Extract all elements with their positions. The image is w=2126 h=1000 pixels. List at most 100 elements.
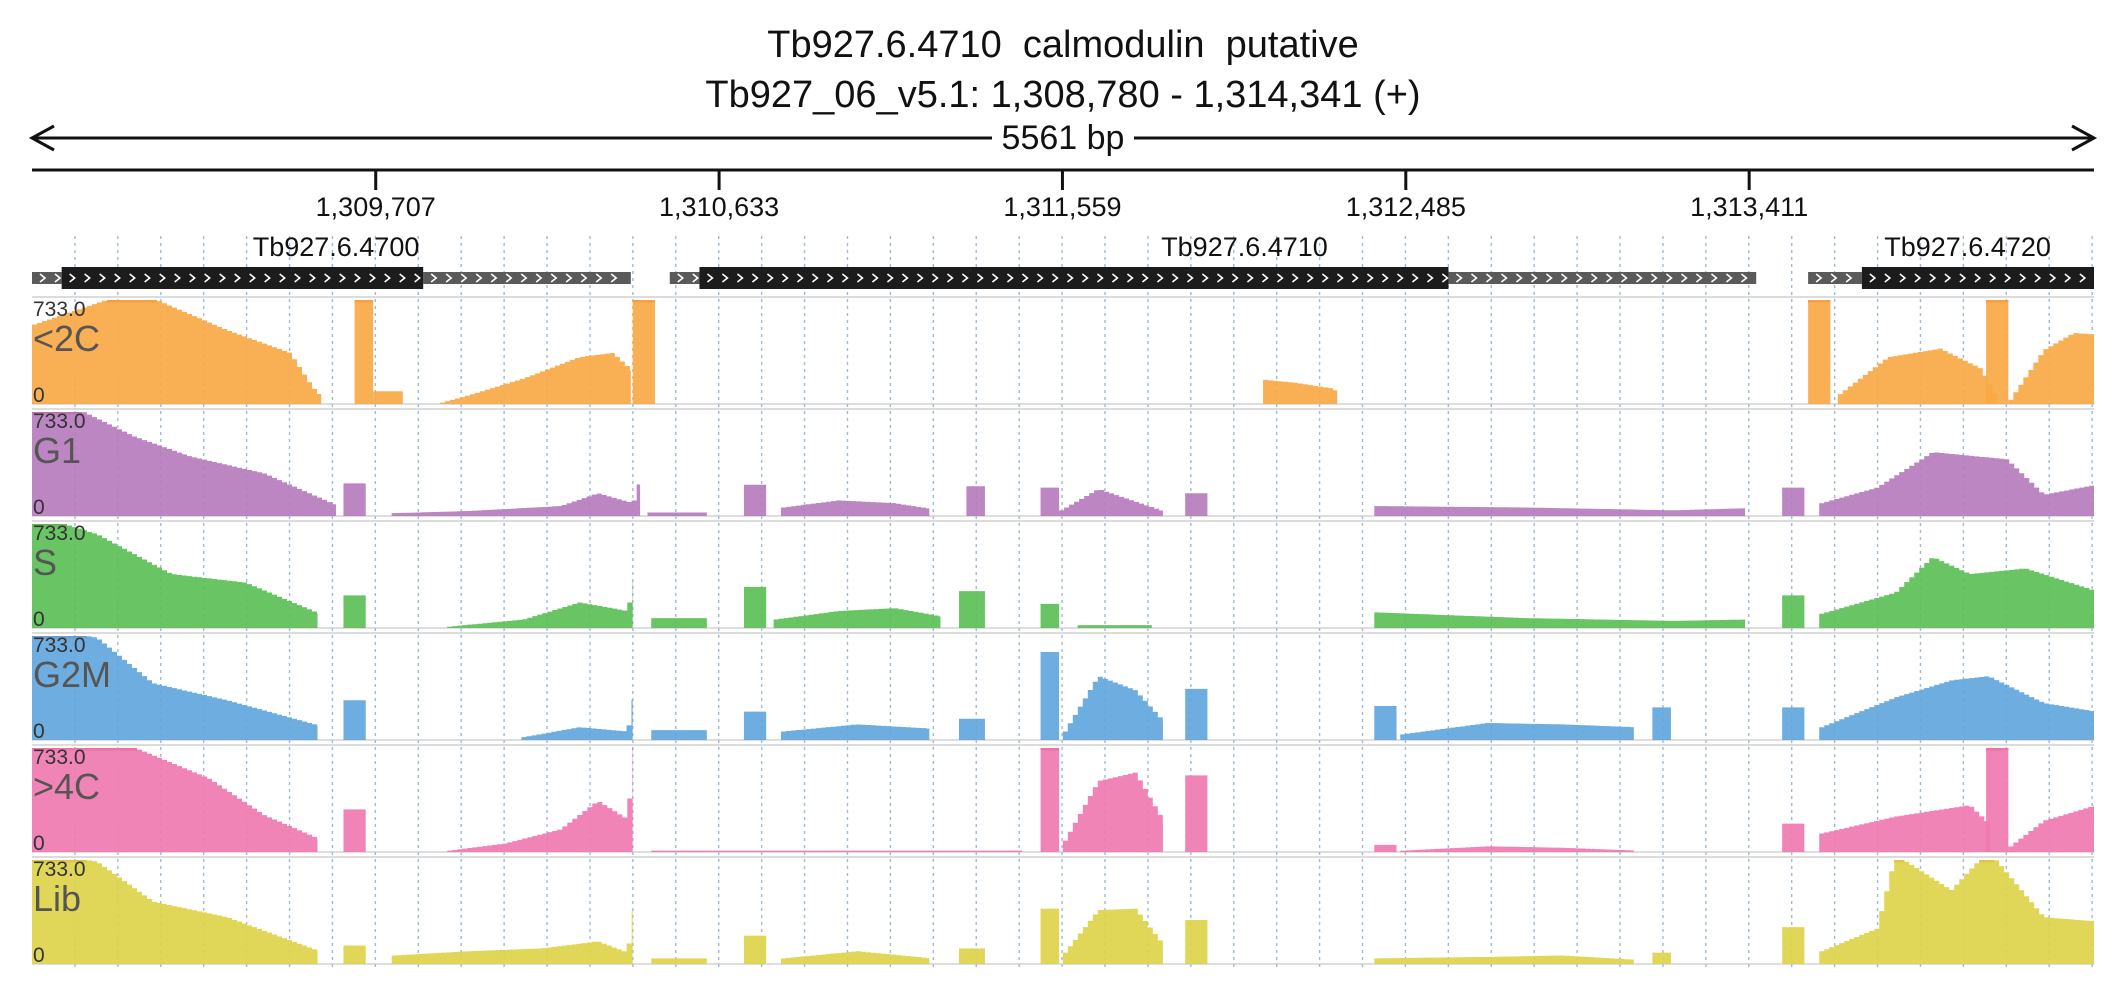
strand-chevron-icon — [1261, 273, 1269, 283]
coverage-area — [651, 958, 707, 964]
span-arrow-left-icon — [28, 124, 55, 152]
strand-chevron-icon — [1351, 273, 1359, 283]
coverage-area — [447, 748, 633, 852]
strand-chevron-icon — [781, 273, 789, 283]
strand-chevron-icon — [159, 273, 166, 283]
strand-chevron-icon — [826, 273, 834, 283]
strand-chevron-icon — [1366, 273, 1374, 283]
strand-chevron-icon — [2049, 273, 2057, 283]
coverage-area — [1652, 707, 1671, 740]
strand-chevron-icon — [1710, 273, 1718, 283]
coverage-area — [1986, 300, 2009, 404]
coverage-area — [521, 699, 633, 740]
strand-chevron-icon — [1665, 273, 1673, 283]
coverage-area — [651, 850, 1023, 852]
strand-chevron-icon — [1306, 273, 1314, 283]
strand-chevron-icon — [1455, 273, 1463, 283]
track-min-label: 0 — [33, 944, 45, 967]
strand-chevron-icon — [692, 273, 700, 283]
strand-chevron-icon — [1426, 273, 1434, 283]
strand-chevron-icon — [580, 273, 588, 283]
strand-chevron-icon — [1959, 273, 1967, 283]
coverage-area — [632, 300, 655, 404]
coverage-area — [1185, 688, 1208, 740]
strand-chevron-icon — [1530, 273, 1538, 283]
strand-chevron-icon — [1111, 273, 1119, 283]
track-min-label: 0 — [33, 384, 45, 407]
coverage-area — [647, 512, 707, 516]
coverage-area — [1374, 955, 1634, 964]
strand-chevron-icon — [84, 273, 91, 283]
strand-chevron-icon — [1845, 273, 1853, 283]
strand-chevron-icon — [1929, 273, 1937, 283]
strand-chevron-icon — [1590, 273, 1598, 283]
strand-chevron-icon — [354, 273, 361, 283]
strand-chevron-icon — [677, 273, 685, 283]
strand-chevron-icon — [1021, 273, 1029, 283]
strand-chevron-icon — [1635, 273, 1643, 283]
strand-chevron-icon — [475, 273, 483, 283]
coverage-area — [354, 300, 374, 404]
strand-chevron-icon — [1411, 273, 1419, 283]
coverage-area — [1837, 348, 1998, 404]
strand-chevron-icon — [309, 273, 316, 283]
ruler-tick-label: 1,313,411 — [1690, 192, 1808, 222]
strand-chevron-icon — [99, 273, 106, 283]
strand-chevron-icon — [1036, 273, 1044, 283]
coverage-area — [32, 300, 322, 404]
coverage-area — [1819, 676, 2094, 740]
coverage-area — [1062, 908, 1163, 964]
coverage-area — [1263, 379, 1338, 404]
coverage-area — [1782, 487, 1805, 516]
track-max-label: 733.0 — [33, 746, 86, 769]
coverage-area — [373, 391, 403, 404]
track-min-label: 0 — [33, 608, 45, 631]
strand-chevron-icon — [610, 273, 618, 283]
coverage-area — [32, 748, 318, 852]
strand-chevron-icon — [1740, 273, 1748, 283]
strand-chevron-icon — [1276, 273, 1284, 283]
coverage-area — [391, 911, 633, 964]
coverage-area — [343, 595, 366, 628]
strand-chevron-icon — [706, 273, 714, 283]
strand-chevron-icon — [1381, 273, 1389, 283]
strand-chevron-icon — [1246, 273, 1254, 283]
strand-chevron-icon — [1974, 273, 1982, 283]
strand-chevron-icon — [294, 273, 301, 283]
strand-chevron-icon — [766, 273, 774, 283]
strand-chevron-icon — [234, 273, 241, 283]
strand-chevron-icon — [886, 273, 894, 283]
gene-cds — [1861, 267, 2094, 289]
gene-utr — [32, 272, 62, 284]
coverage-track: 733.0 0 Lib — [32, 856, 2094, 967]
track-min-label: 0 — [33, 720, 45, 743]
strand-chevron-icon — [1485, 273, 1493, 283]
strand-chevron-icon — [445, 273, 453, 283]
strand-chevron-icon — [1126, 273, 1134, 283]
strand-chevron-icon — [219, 273, 226, 283]
strand-chevron-icon — [369, 273, 376, 283]
track-max-label: 733.0 — [33, 410, 86, 433]
coverage-area — [1819, 805, 1990, 852]
coverage-area — [1808, 300, 1831, 404]
coverage-area — [32, 860, 318, 964]
strand-chevron-icon — [1201, 273, 1209, 283]
strand-chevron-icon — [796, 273, 804, 283]
gene-cds — [699, 267, 1449, 289]
strand-chevron-icon — [595, 273, 603, 283]
track-name: G2M — [33, 654, 111, 695]
coverage-area — [1819, 452, 2094, 516]
strand-chevron-icon — [841, 273, 849, 283]
track-max-label: 733.0 — [33, 298, 86, 321]
strand-chevron-icon — [1620, 273, 1628, 283]
strand-chevron-icon — [204, 273, 211, 283]
gene-feature: Tb927.6.4710 — [669, 232, 1757, 289]
coverage-area — [966, 486, 985, 516]
strand-chevron-icon — [264, 273, 271, 283]
strand-chevron-icon — [871, 273, 879, 283]
ruler-tick-label: 1,312,485 — [1346, 192, 1466, 222]
track-name: G1 — [33, 430, 81, 471]
strand-chevron-icon — [1321, 273, 1329, 283]
track-max-label: 733.0 — [33, 858, 86, 881]
coverage-area — [1374, 506, 1746, 516]
